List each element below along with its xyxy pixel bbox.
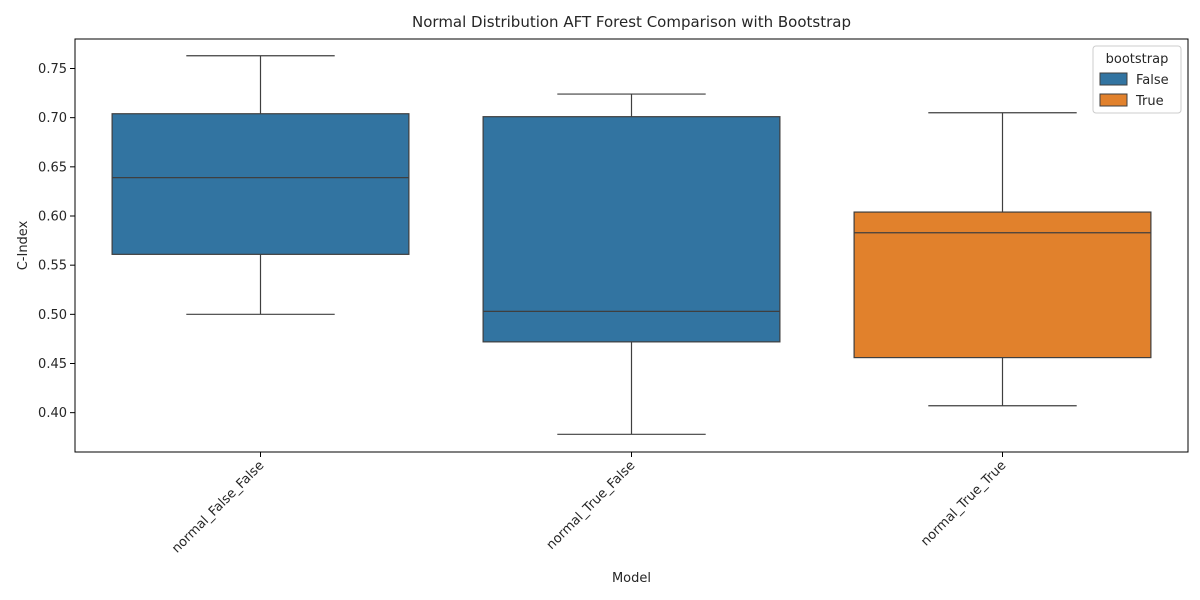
- box-body: [482, 116, 781, 343]
- y-tick-label: 0.75: [38, 62, 67, 77]
- x-axis-label: Model: [612, 571, 651, 586]
- y-tick-label: 0.50: [38, 308, 67, 323]
- chart-title: Normal Distribution AFT Forest Compariso…: [412, 13, 851, 31]
- legend-title: bootstrap: [1106, 52, 1169, 67]
- x-tick-label: normal_True_False: [544, 458, 639, 553]
- y-tick-label: 0.45: [38, 357, 67, 372]
- legend-label-false: False: [1136, 73, 1169, 88]
- box-normal_True_False: [482, 93, 781, 435]
- y-axis: 0.40 0.45 0.50 0.55 0.60 0.65 0.70 0.75: [38, 62, 75, 421]
- y-axis-label: C-Index: [16, 220, 31, 270]
- x-tick-label: normal_True_True: [918, 458, 1009, 549]
- x-axis: normal_False_False normal_True_False norma…: [169, 452, 1009, 556]
- legend: bootstrap False True: [1092, 45, 1182, 114]
- y-tick-label: 0.65: [38, 160, 67, 175]
- legend-swatch-true: [1099, 93, 1128, 107]
- y-tick-label: 0.60: [38, 210, 67, 225]
- y-tick-label: 0.55: [38, 259, 67, 274]
- y-tick-label: 0.70: [38, 111, 67, 126]
- legend-label-true: True: [1135, 94, 1164, 109]
- box-body: [111, 113, 410, 255]
- x-tick-label: normal_False_False: [169, 458, 267, 556]
- y-tick-label: 0.40: [38, 406, 67, 421]
- legend-swatch-false: [1099, 72, 1128, 86]
- plot-area: [74, 38, 1189, 453]
- box-body: [853, 211, 1152, 359]
- box-normal_False_False: [111, 55, 410, 315]
- box-normal_True_True: [853, 112, 1152, 407]
